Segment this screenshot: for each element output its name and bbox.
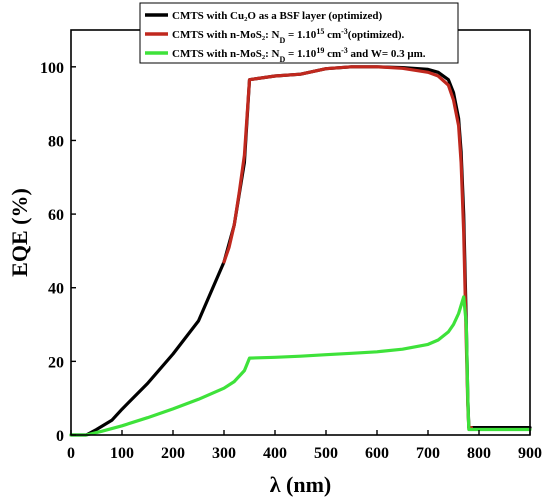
series-line-mos2-1e19: [69, 295, 532, 437]
x-tick-label: 900: [518, 445, 542, 462]
y-tick-label: 100: [40, 60, 64, 77]
x-axis-title: λ (nm): [270, 472, 332, 497]
x-tick-label: 0: [67, 445, 75, 462]
y-tick-label: 80: [48, 133, 64, 150]
legend-label-mos2-1e15: CMTS with n-MoS₂: ND = 1.1015 cm-3(optim…: [172, 27, 405, 45]
x-tick-label: 800: [467, 445, 491, 462]
x-tick-label: 700: [416, 445, 440, 462]
series-line-bsf-cu2o: [69, 65, 532, 437]
legend: CMTS with Cu₂O as a BSF layer (optimized…: [139, 2, 459, 64]
x-tick-label: 600: [365, 445, 389, 462]
legend-label-mos2-1e19: CMTS with n-MoS₂: ND = 1.1019 cm-3 and W…: [172, 46, 426, 64]
legend-box: [139, 2, 459, 64]
series-line-mos2-1e15: [222, 65, 473, 430]
y-tick-label: 20: [48, 354, 64, 371]
legend-label-bsf-cu2o: CMTS with Cu₂O as a BSF layer (optimized…: [172, 10, 382, 22]
x-tick-label: 200: [161, 445, 185, 462]
plot-frame: [70, 29, 531, 436]
x-tick-label: 300: [212, 445, 236, 462]
y-axis-title: EQE (%): [7, 188, 32, 277]
y-tick-label: 60: [48, 207, 64, 224]
x-tick-label: 500: [314, 445, 338, 462]
axis-ticks: 0 100 200 300 400 500 600 700 800 900 0 20 40 60 80 100: [40, 60, 542, 462]
plot-lines: [69, 65, 532, 437]
x-tick-label: 400: [263, 445, 287, 462]
y-tick-label: 40: [48, 281, 64, 298]
x-tick-label: 100: [110, 445, 134, 462]
y-tick-label: 0: [56, 428, 64, 445]
